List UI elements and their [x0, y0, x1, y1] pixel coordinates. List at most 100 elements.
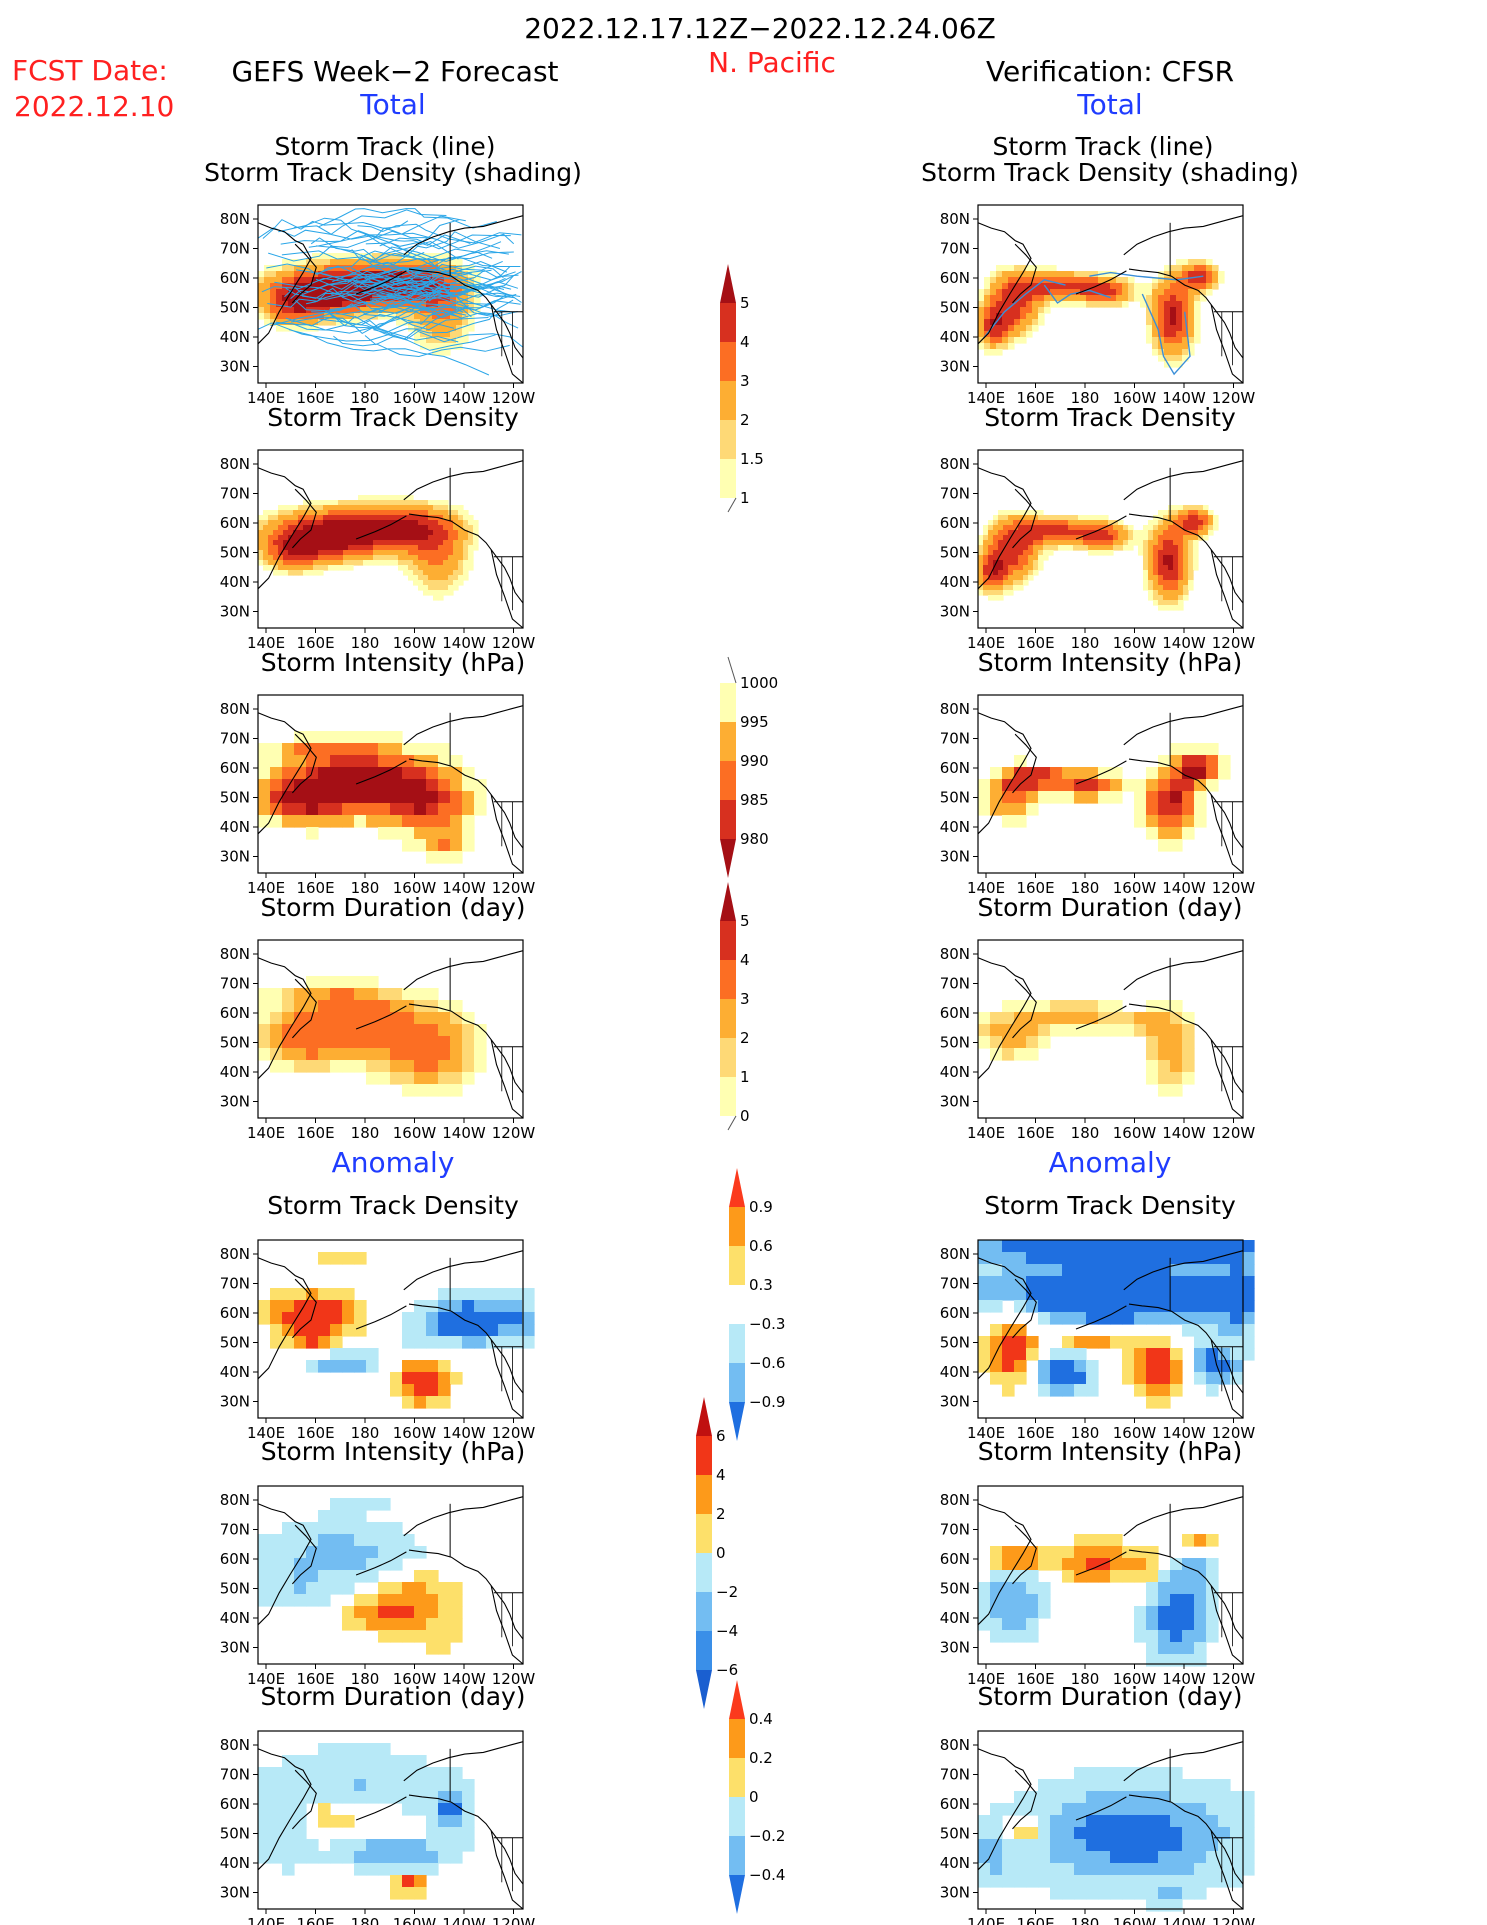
anom-intensity-colorbar-label: −2 [716, 1583, 738, 1601]
lat-tick-label: 40N [220, 1609, 250, 1627]
lon-tick-label: 140W [442, 879, 486, 897]
lon-tick-label: 180 [351, 879, 380, 897]
lon-tick-label: 160W [1113, 1124, 1157, 1142]
lon-tick-label: 160W [393, 634, 437, 652]
density-colorbar-label: 1.5 [740, 450, 764, 468]
map-panels: 80N 70N 60N 50N 40N 30N 140E 160E 180 160W 140W 120… [220, 204, 1256, 1925]
lat-tick-label: 30N [940, 1093, 970, 1111]
lon-tick-label: 140E [247, 1124, 285, 1142]
anom-intensity-colorbar-label: 0 [716, 1544, 726, 1562]
left-intensity-title: Storm Intensity (hPa) [261, 648, 526, 677]
left-storm-track-map-frame [257, 204, 524, 384]
duration-colorbar-label: 2 [740, 1029, 750, 1047]
lon-tick-label: 140W [1162, 1670, 1206, 1688]
right-anom-intensity-map-frame [977, 1485, 1244, 1665]
lon-tick-label: 180 [1071, 634, 1100, 652]
lon-tick-label: 140W [442, 634, 486, 652]
lon-tick-label: 160W [1113, 879, 1157, 897]
lon-tick-label: 140E [247, 879, 285, 897]
duration-colorbar-label: 5 [740, 912, 750, 930]
lat-tick-label: 70N [940, 1275, 970, 1293]
lat-tick-label: 50N [940, 789, 970, 807]
lat-tick-label: 80N [220, 1245, 250, 1263]
left-anom-density-title: Storm Track Density [267, 1191, 519, 1220]
lat-tick-label: 60N [940, 1304, 970, 1322]
lon-tick-label: 140W [1162, 634, 1206, 652]
anom-density-colorbar-label: 0.3 [749, 1276, 773, 1294]
lon-tick-label: 140E [247, 1670, 285, 1688]
lon-tick-label: 140E [967, 634, 1005, 652]
right-anom-density-title: Storm Track Density [984, 1191, 1236, 1220]
lat-tick-label: 80N [940, 210, 970, 228]
lat-tick-label: 60N [220, 1550, 250, 1568]
right-intensity-title: Storm Intensity (hPa) [978, 648, 1243, 677]
lon-tick-label: 180 [1071, 1915, 1100, 1925]
left-storm-intensity-map: 80N 70N 60N 50N 40N 30N 140E 160E 180 160W 140W 120… [220, 694, 535, 897]
lat-tick-label: 30N [220, 603, 250, 621]
lat-tick-label: 60N [940, 1550, 970, 1568]
left-anom-intensity-title: Storm Intensity (hPa) [261, 1437, 526, 1466]
lon-tick-label: 180 [351, 1670, 380, 1688]
lat-tick-label: 80N [220, 945, 250, 963]
lon-tick-label: 140W [1162, 389, 1206, 407]
lat-tick-label: 50N [220, 544, 250, 562]
fcst-label: FCST Date: [12, 54, 168, 87]
right-anomaly-label: Anomaly [1049, 1146, 1172, 1179]
left-track-title-2: Storm Track Density (shading) [204, 158, 582, 187]
right-duration-title: Storm Duration (day) [977, 893, 1242, 922]
lat-tick-label: 40N [940, 328, 970, 346]
lon-tick-label: 140W [1162, 1424, 1206, 1442]
lat-tick-label: 40N [940, 1063, 970, 1081]
lon-tick-label: 120W [1212, 1915, 1256, 1925]
left-total-label: Total [359, 88, 425, 121]
right-storm-intensity-map-frame [977, 694, 1244, 874]
anom-density-colorbar-label: 0.6 [749, 1237, 773, 1255]
colorbars: 5 4 3 2 1.5 1 1000 995 990 985 980 5 4 3 2 1 0 0.9 0.6 0.3 −… [696, 264, 785, 1914]
lat-tick-label: 30N [940, 1884, 970, 1902]
right-anom-intensity-map: 80N 70N 60N 50N 40N 30N 140E 160E 180 160W 140W 120… [940, 1485, 1256, 1688]
lat-tick-label: 60N [220, 1004, 250, 1022]
intensity-colorbar-label: 985 [740, 791, 769, 809]
left-anom-intensity-map-frame [257, 1485, 524, 1665]
right-track-title-1: Storm Track (line) [992, 132, 1213, 161]
lon-tick-label: 180 [351, 1424, 380, 1442]
left-anom-density-map-frame [257, 1239, 524, 1419]
lon-tick-label: 160W [1113, 1670, 1157, 1688]
anom-duration-colorbar-label: 0 [749, 1788, 759, 1806]
lon-tick-label: 140E [967, 1915, 1005, 1925]
intensity-colorbar-label: 980 [740, 830, 769, 848]
lon-tick-label: 160E [296, 1915, 334, 1925]
lon-tick-label: 160E [1016, 1670, 1054, 1688]
right-anom-density-map: 80N 70N 60N 50N 40N 30N 140E 160E 180 160W 140W 120… [940, 1239, 1255, 1442]
lat-tick-label: 70N [220, 485, 250, 503]
lon-tick-label: 140E [247, 1424, 285, 1442]
anom-intensity-colorbar: 6 4 2 0 −2 −4 −6 [696, 1397, 738, 1709]
lon-tick-label: 140E [967, 1424, 1005, 1442]
lon-tick-label: 180 [351, 389, 380, 407]
lon-tick-label: 140E [967, 1124, 1005, 1142]
region-label: N. Pacific [708, 46, 836, 79]
lon-tick-label: 120W [492, 1424, 536, 1442]
lat-tick-label: 70N [940, 730, 970, 748]
lon-tick-label: 140E [967, 879, 1005, 897]
lon-tick-label: 140E [247, 634, 285, 652]
left-anom-duration-title: Storm Duration (day) [260, 1682, 525, 1711]
lon-tick-label: 140W [1162, 1124, 1206, 1142]
lat-tick-label: 60N [220, 1795, 250, 1813]
lon-tick-label: 120W [1212, 1670, 1256, 1688]
lat-tick-label: 30N [220, 1884, 250, 1902]
duration-colorbar-label: 0 [740, 1107, 750, 1125]
lon-tick-label: 140E [247, 1915, 285, 1925]
anom-duration-colorbar: 0.4 0.2 0 −0.2 −0.4 [729, 1680, 785, 1914]
lon-tick-label: 160E [1016, 879, 1054, 897]
lon-tick-label: 180 [1071, 1124, 1100, 1142]
lon-tick-label: 160E [1016, 1124, 1054, 1142]
anom-density-colorbar-label: −0.3 [749, 1315, 785, 1333]
lon-tick-label: 120W [1212, 879, 1256, 897]
lat-tick-label: 40N [220, 328, 250, 346]
lon-tick-label: 180 [1071, 389, 1100, 407]
right-density-title: Storm Track Density [984, 403, 1236, 432]
anom-density-colorbar-label: −0.9 [749, 1393, 785, 1411]
lon-tick-label: 160W [393, 389, 437, 407]
lon-tick-label: 180 [1071, 1424, 1100, 1442]
